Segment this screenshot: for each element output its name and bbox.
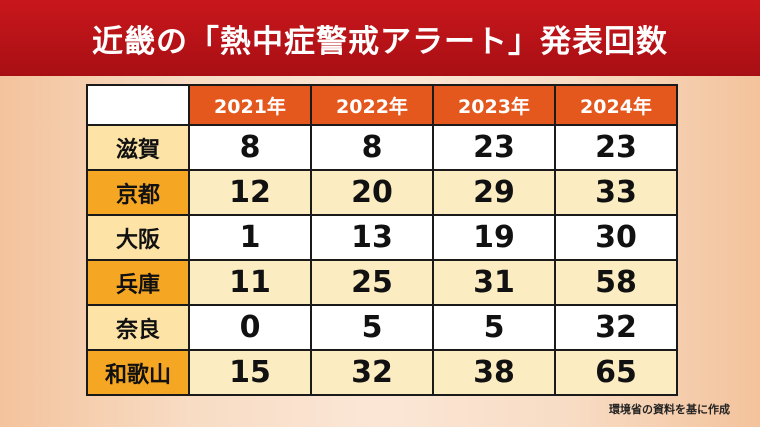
- cell-osaka-2024: 30: [554, 214, 678, 261]
- column-header-2023: 2023年: [432, 84, 556, 126]
- cell-wakayama-2021: 15: [188, 349, 312, 396]
- cell-hyogo-2022: 25: [310, 259, 434, 306]
- table-corner-cell: [86, 84, 190, 126]
- column-header-2021: 2021年: [188, 84, 312, 126]
- table-row-nara: 奈良 0 5 5 32: [86, 304, 678, 351]
- cell-shiga-2023: 23: [432, 124, 556, 171]
- cell-hyogo-2023: 31: [432, 259, 556, 306]
- row-label-osaka: 大阪: [86, 214, 190, 261]
- cell-kyoto-2021: 12: [188, 169, 312, 216]
- cell-nara-2022: 5: [310, 304, 434, 351]
- column-header-2022: 2022年: [310, 84, 434, 126]
- row-label-kyoto: 京都: [86, 169, 190, 216]
- cell-osaka-2023: 19: [432, 214, 556, 261]
- cell-wakayama-2024: 65: [554, 349, 678, 396]
- table-row-wakayama: 和歌山 15 32 38 65: [86, 349, 678, 396]
- row-label-hyogo: 兵庫: [86, 259, 190, 306]
- page-title: 近畿の「熱中症警戒アラート」発表回数: [92, 23, 668, 60]
- cell-wakayama-2023: 38: [432, 349, 556, 396]
- cell-kyoto-2024: 33: [554, 169, 678, 216]
- cell-osaka-2021: 1: [188, 214, 312, 261]
- cell-osaka-2022: 13: [310, 214, 434, 261]
- table-row-shiga: 滋賀 8 8 23 23: [86, 124, 678, 171]
- cell-wakayama-2022: 32: [310, 349, 434, 396]
- table-header-row: 2021年 2022年 2023年 2024年: [86, 84, 678, 126]
- cell-kyoto-2022: 20: [310, 169, 434, 216]
- cell-kyoto-2023: 29: [432, 169, 556, 216]
- cell-hyogo-2021: 11: [188, 259, 312, 306]
- row-label-nara: 奈良: [86, 304, 190, 351]
- cell-shiga-2022: 8: [310, 124, 434, 171]
- cell-nara-2024: 32: [554, 304, 678, 351]
- cell-shiga-2024: 23: [554, 124, 678, 171]
- row-label-wakayama: 和歌山: [86, 349, 190, 396]
- cell-nara-2021: 0: [188, 304, 312, 351]
- title-bar: 近畿の「熱中症警戒アラート」発表回数: [0, 0, 760, 76]
- cell-hyogo-2024: 58: [554, 259, 678, 306]
- source-note: 環境省の資料を基に作成: [609, 403, 730, 416]
- table-row-osaka: 大阪 1 13 19 30: [86, 214, 678, 261]
- alert-count-table: 2021年 2022年 2023年 2024年 滋賀 8 8 23 23 京都 …: [86, 84, 678, 396]
- table-row-hyogo: 兵庫 11 25 31 58: [86, 259, 678, 306]
- row-label-shiga: 滋賀: [86, 124, 190, 171]
- column-header-2024: 2024年: [554, 84, 678, 126]
- cell-shiga-2021: 8: [188, 124, 312, 171]
- cell-nara-2023: 5: [432, 304, 556, 351]
- table-row-kyoto: 京都 12 20 29 33: [86, 169, 678, 216]
